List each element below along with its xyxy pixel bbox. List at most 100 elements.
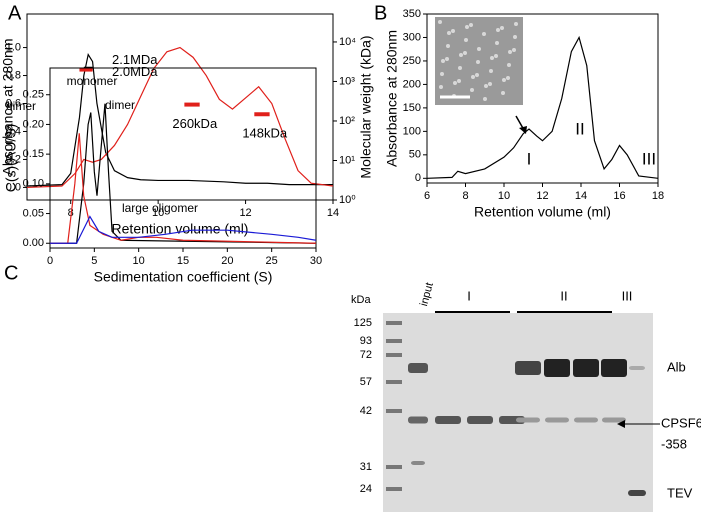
x-tick-label: 10 bbox=[133, 255, 145, 267]
gel-band bbox=[516, 417, 540, 423]
inset-particle bbox=[451, 29, 455, 33]
band-label: Alb bbox=[667, 359, 686, 374]
inset-particle bbox=[441, 59, 445, 63]
marker-band bbox=[386, 380, 402, 384]
inset-particle bbox=[513, 35, 517, 39]
band-label: TEV bbox=[667, 485, 693, 500]
y-tick-label: 150 bbox=[403, 102, 421, 114]
inset-particle bbox=[506, 76, 510, 80]
inset-particle bbox=[484, 84, 488, 88]
x-tick-label: 10 bbox=[152, 207, 164, 219]
y2-tick-label: 10³ bbox=[339, 75, 355, 87]
marker-band bbox=[386, 487, 402, 491]
gel-band bbox=[628, 490, 646, 496]
inset-particle bbox=[438, 20, 442, 24]
y-axis-title: C(s)(AU/S) bbox=[3, 124, 19, 192]
y-tick-label: 0.6 bbox=[6, 97, 21, 109]
x-tick-label: 6 bbox=[424, 190, 430, 202]
inset-particle bbox=[512, 48, 516, 52]
inset-particle bbox=[490, 56, 494, 60]
mw-label: 2.0MDa bbox=[112, 64, 158, 79]
x-axis-title: Retention volume (ml) bbox=[112, 221, 249, 237]
gel-band bbox=[515, 361, 541, 375]
y-tick-label: 0.4 bbox=[6, 125, 21, 137]
gel-band bbox=[435, 416, 461, 424]
x-tick-label: 18 bbox=[652, 190, 664, 202]
inset-particle bbox=[476, 60, 480, 64]
band-label: -358 bbox=[661, 436, 687, 451]
inset-particle bbox=[453, 81, 457, 85]
inset-particle bbox=[471, 75, 475, 79]
marker-label: 93 bbox=[360, 335, 372, 347]
y2-tick-label: 10² bbox=[339, 115, 355, 127]
x-tick-label: 30 bbox=[310, 255, 322, 267]
inset-particle bbox=[446, 44, 450, 48]
series-line bbox=[50, 133, 317, 244]
annotation: dimer bbox=[6, 99, 36, 113]
marker-label: 24 bbox=[360, 483, 372, 495]
y-tick-label: 300 bbox=[403, 31, 421, 43]
annotation: dimer bbox=[105, 98, 135, 112]
gel-band bbox=[411, 461, 425, 465]
arrow-head bbox=[519, 126, 527, 134]
y-tick-label: 0.05 bbox=[23, 207, 44, 219]
gel-image bbox=[383, 313, 653, 512]
inset-particle bbox=[500, 26, 504, 30]
x-tick-label: 25 bbox=[266, 255, 278, 267]
x-tick-label: 8 bbox=[68, 207, 74, 219]
gel-unit: kDa bbox=[351, 294, 371, 306]
x-tick-label: 12 bbox=[536, 190, 548, 202]
y-tick-label: 1.0 bbox=[6, 41, 21, 53]
inset-particle bbox=[477, 47, 481, 51]
marker-label: 57 bbox=[360, 376, 372, 388]
gel-band bbox=[467, 416, 493, 424]
inset-particle bbox=[457, 79, 461, 83]
x-tick-label: 20 bbox=[221, 255, 233, 267]
lane-label: input bbox=[418, 281, 436, 307]
gel-band bbox=[629, 366, 645, 370]
y-tick-label: 100 bbox=[403, 125, 421, 137]
y2-tick-label: 10⁴ bbox=[339, 36, 356, 48]
inset-particle bbox=[447, 31, 451, 35]
y-tick-label: 0.0 bbox=[6, 181, 21, 193]
gel-band bbox=[573, 359, 599, 377]
marker-label: 31 bbox=[360, 461, 372, 473]
y-axis-title: Absorbance at 280nm bbox=[0, 39, 16, 176]
mw-label: 148kDa bbox=[242, 126, 288, 141]
y-tick-label: 50 bbox=[409, 149, 421, 161]
inset-particle bbox=[494, 54, 498, 58]
inset-particle bbox=[475, 73, 479, 77]
mw-label: 260kDa bbox=[172, 116, 218, 131]
inset-particle bbox=[502, 78, 506, 82]
x-tick-label: 8 bbox=[462, 190, 468, 202]
y-tick-label: 250 bbox=[403, 55, 421, 67]
inset-particle bbox=[465, 25, 469, 29]
y-tick-label: 0 bbox=[415, 172, 421, 184]
annotation: I bbox=[527, 149, 532, 168]
panel-label: A bbox=[8, 2, 22, 24]
marker-band bbox=[386, 339, 402, 343]
x-tick-label: 12 bbox=[239, 207, 251, 219]
inset-particle bbox=[501, 91, 505, 95]
annotation: II bbox=[575, 119, 584, 138]
inset-particle bbox=[464, 38, 468, 42]
inset-particle bbox=[482, 32, 486, 36]
inset-particle bbox=[514, 22, 518, 26]
annotation: large oligomer bbox=[122, 201, 198, 215]
inset-particle bbox=[507, 63, 511, 67]
series-line bbox=[50, 215, 317, 244]
series-line bbox=[26, 52, 333, 187]
y-axis-title: Absorbance at 280nm bbox=[384, 30, 400, 167]
marker-label: 72 bbox=[360, 349, 372, 361]
inset-particle bbox=[439, 85, 443, 89]
gel-band bbox=[601, 359, 627, 377]
annotation: III bbox=[642, 149, 656, 168]
gel-band bbox=[408, 363, 428, 373]
band-label: CPSF6 bbox=[661, 415, 701, 430]
inset-particle bbox=[483, 97, 487, 101]
band-arrow-head bbox=[617, 420, 625, 428]
x-tick-label: 15 bbox=[177, 255, 189, 267]
x-tick-label: 16 bbox=[613, 190, 625, 202]
y-tick-label: 200 bbox=[403, 78, 421, 90]
y-tick-label: 0.10 bbox=[23, 178, 44, 190]
